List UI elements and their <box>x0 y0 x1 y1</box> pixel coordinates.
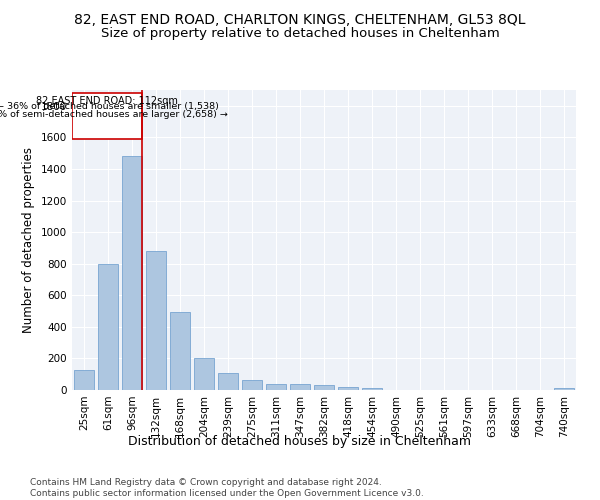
Bar <box>194 358 214 390</box>
Bar <box>338 387 358 390</box>
Text: Distribution of detached houses by size in Cheltenham: Distribution of detached houses by size … <box>128 435 472 448</box>
Bar <box>314 386 334 390</box>
Bar <box>218 374 238 390</box>
Text: 82, EAST END ROAD, CHARLTON KINGS, CHELTENHAM, GL53 8QL: 82, EAST END ROAD, CHARLTON KINGS, CHELT… <box>74 12 526 26</box>
Text: ← 36% of detached houses are smaller (1,538): ← 36% of detached houses are smaller (1,… <box>0 102 218 111</box>
Bar <box>290 384 310 390</box>
Y-axis label: Number of detached properties: Number of detached properties <box>22 147 35 333</box>
Text: 63% of semi-detached houses are larger (2,658) →: 63% of semi-detached houses are larger (… <box>0 110 228 118</box>
Bar <box>242 380 262 390</box>
Text: Size of property relative to detached houses in Cheltenham: Size of property relative to detached ho… <box>101 28 499 40</box>
Bar <box>146 251 166 390</box>
Bar <box>554 388 574 390</box>
Text: 82 EAST END ROAD: 112sqm: 82 EAST END ROAD: 112sqm <box>36 96 178 106</box>
Bar <box>74 370 94 390</box>
Bar <box>362 388 382 390</box>
Bar <box>122 156 142 390</box>
Text: Contains HM Land Registry data © Crown copyright and database right 2024.
Contai: Contains HM Land Registry data © Crown c… <box>30 478 424 498</box>
Bar <box>98 264 118 390</box>
FancyBboxPatch shape <box>72 93 142 139</box>
Bar <box>266 384 286 390</box>
Bar <box>170 312 190 390</box>
